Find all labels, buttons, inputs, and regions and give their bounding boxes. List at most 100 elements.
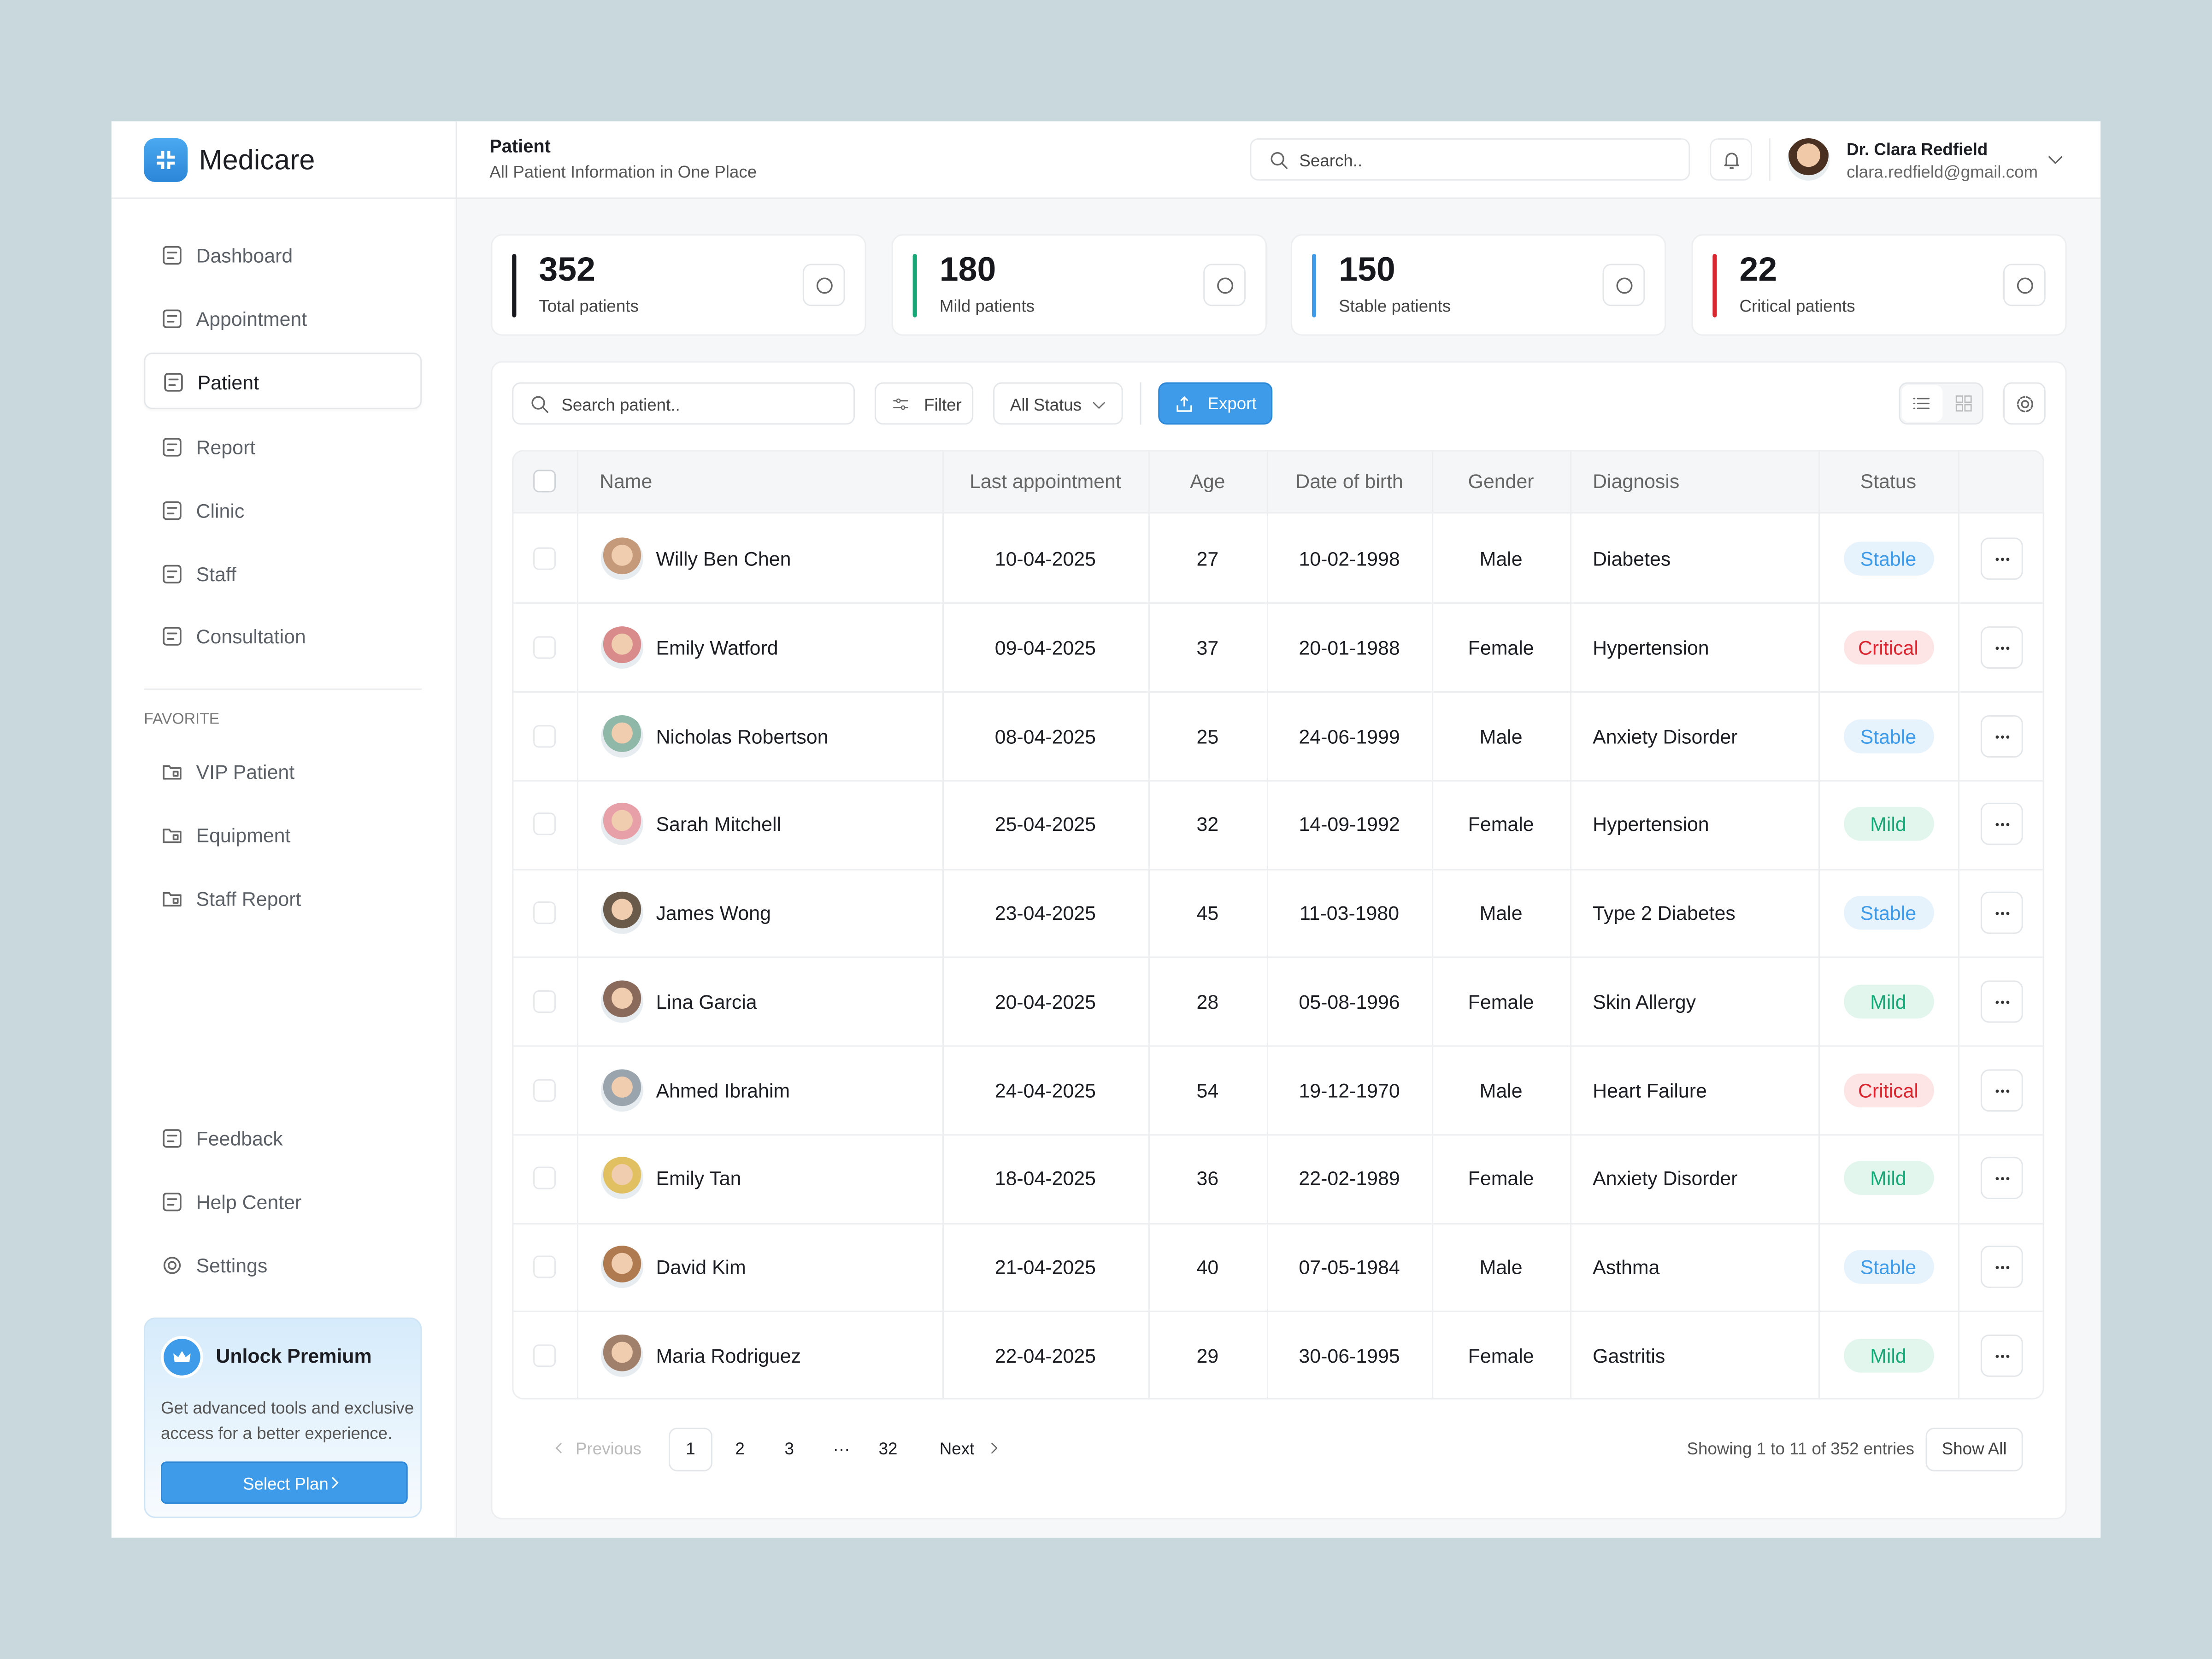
show-all-button[interactable]: Show All [1925, 1427, 2023, 1471]
table-cell: Heart Failure [1593, 1078, 1707, 1101]
status-badge: Stable [1843, 718, 1934, 753]
page-button[interactable]: 32 [878, 1439, 898, 1459]
premium-title: Unlock Premium [216, 1344, 372, 1367]
row-checkbox[interactable] [533, 1078, 556, 1101]
row-checkbox[interactable] [533, 901, 556, 924]
nav-item[interactable]: Clinic [144, 482, 422, 539]
patient-name: Emily Watford [656, 635, 778, 659]
favorite-item[interactable]: Staff Report [144, 871, 422, 927]
row-checkbox[interactable] [533, 813, 556, 836]
logo [144, 138, 188, 182]
brand-name: Medicare [199, 145, 315, 176]
bottom-nav-label: Settings [196, 1254, 268, 1277]
nav-item[interactable]: Dashboard [144, 227, 422, 283]
stat-accent [512, 254, 517, 318]
row-actions-button[interactable] [1980, 891, 2023, 934]
export-icon [1177, 396, 1192, 412]
table-cell: 36 [1196, 1167, 1219, 1190]
patient-name: Sarah Mitchell [656, 813, 782, 836]
row-actions-button[interactable] [1980, 980, 2023, 1023]
notification-button[interactable] [1710, 138, 1753, 181]
row-checkbox[interactable] [533, 1344, 556, 1367]
nav-item[interactable]: Appointment [144, 291, 422, 347]
nav-item[interactable]: Report [144, 419, 422, 475]
page-title: Patient [489, 135, 551, 157]
patient-name: Emily Tan [656, 1167, 741, 1190]
row-checkbox[interactable] [533, 1255, 556, 1278]
nav-item[interactable]: Consultation [144, 608, 422, 664]
stat-label: Stable patients [1339, 296, 1451, 316]
settings-button[interactable] [2003, 382, 2046, 425]
nav-label: Clinic [196, 499, 245, 522]
patient-avatar [601, 537, 643, 580]
table-cell: 21-04-2025 [994, 1255, 1096, 1278]
export-label: Export [1207, 394, 1257, 413]
select-plan-label: Select Plan [242, 1474, 329, 1494]
patient-search[interactable]: Search patient.. [512, 382, 855, 425]
row-actions-button[interactable] [1980, 1157, 2023, 1200]
row-actions-button[interactable] [1980, 714, 2023, 757]
nav-item[interactable]: Staff [144, 546, 422, 602]
patient-name: Maria Rodriguez [656, 1344, 801, 1367]
export-button[interactable]: Export [1158, 382, 1273, 425]
stat-icon [816, 277, 833, 294]
status-dropdown[interactable]: All Status [993, 382, 1123, 425]
patient-name: Nicholas Robertson [656, 724, 829, 747]
row-divider [512, 1311, 2044, 1312]
row-checkbox[interactable] [533, 635, 556, 659]
stat-label: Total patients [539, 296, 639, 316]
more-icon [1995, 1177, 2010, 1181]
view-toggle[interactable] [1899, 382, 1984, 425]
stat-icon [1217, 277, 1234, 294]
entries-info: Showing 1 to 11 of 352 entries [1687, 1439, 1915, 1459]
favorite-item[interactable]: VIP Patient [144, 743, 422, 800]
table-cell: Female [1468, 813, 1534, 836]
row-checkbox[interactable] [533, 547, 556, 570]
table-cell: Female [1468, 1344, 1534, 1367]
row-checkbox[interactable] [533, 724, 556, 747]
patient-name: Ahmed Ibrahim [656, 1078, 790, 1101]
column-divider [577, 450, 579, 1400]
page-button[interactable]: 3 [784, 1439, 794, 1459]
row-checkbox[interactable] [533, 1167, 556, 1190]
row-actions-button[interactable] [1980, 803, 2023, 846]
page-button[interactable]: ··· [833, 1439, 850, 1459]
page-button[interactable]: 2 [735, 1439, 745, 1459]
nav-icon [163, 1192, 182, 1212]
user-avatar [1787, 138, 1830, 181]
user-name: Dr. Clara Redfield [1847, 140, 1988, 159]
row-divider [512, 780, 2044, 782]
page-button[interactable]: 1 [669, 1427, 712, 1471]
patient-avatar [601, 891, 643, 934]
table-cell: Male [1479, 724, 1523, 747]
row-divider [512, 957, 2044, 959]
nav-item[interactable]: Patient [144, 353, 422, 409]
favorite-item[interactable]: Equipment [144, 807, 422, 863]
filter-button[interactable]: Filter [874, 382, 974, 425]
bottom-nav-item[interactable]: Help Center [144, 1174, 422, 1230]
status-badge: Critical [1843, 1073, 1934, 1107]
column-divider [1958, 450, 1960, 1400]
row-divider [512, 691, 2044, 693]
table-cell: 22-04-2025 [994, 1344, 1096, 1367]
row-actions-button[interactable] [1980, 1334, 2023, 1377]
stat-icon [1616, 277, 1633, 294]
filter-label: Filter [924, 395, 962, 415]
select-plan-button[interactable]: Select Plan [160, 1461, 408, 1504]
row-actions-button[interactable] [1980, 626, 2023, 669]
user-email: clara.redfield@gmail.com [1847, 162, 2038, 182]
row-checkbox[interactable] [533, 470, 556, 493]
row-checkbox[interactable] [533, 990, 556, 1013]
nav-label: Consultation [196, 625, 306, 648]
bottom-nav-item[interactable]: Settings [144, 1237, 422, 1294]
row-actions-button[interactable] [1980, 1068, 2023, 1111]
row-actions-button[interactable] [1980, 1246, 2023, 1288]
table-cell: Male [1479, 901, 1523, 924]
stat-label: Mild patients [939, 296, 1035, 316]
premium-text: Get advanced tools and exclusive access … [160, 1398, 414, 1443]
stat-card: 352 Total patients [491, 234, 866, 336]
header-search[interactable]: Search.. [1250, 138, 1690, 181]
row-actions-button[interactable] [1980, 537, 2023, 580]
table-cell: 54 [1196, 1078, 1219, 1101]
bottom-nav-item[interactable]: Feedback [144, 1110, 422, 1166]
